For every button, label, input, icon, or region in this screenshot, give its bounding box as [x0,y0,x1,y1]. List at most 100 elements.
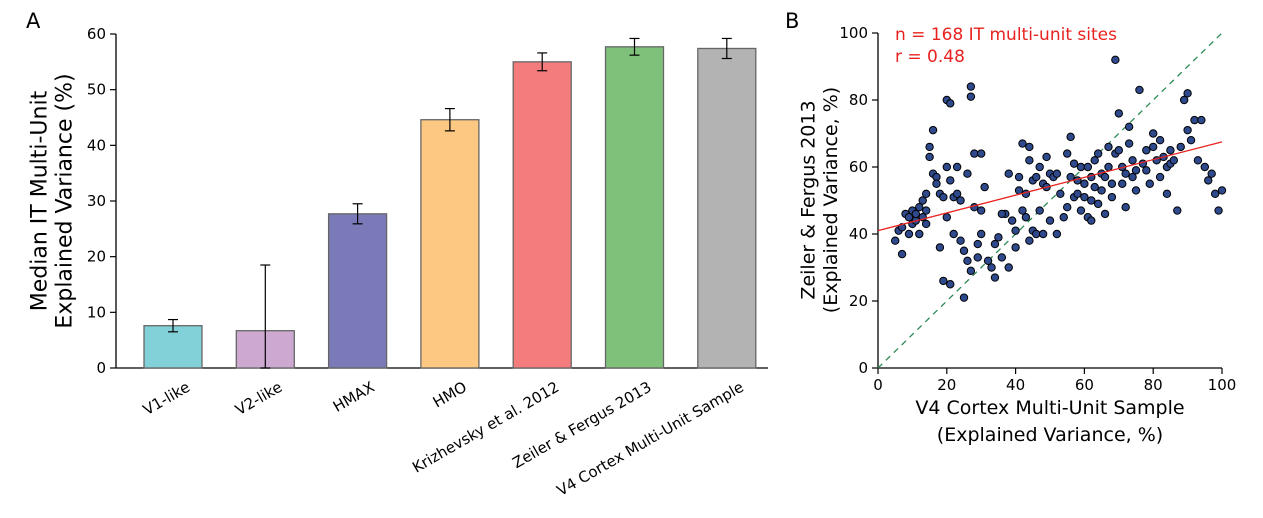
bar-chart-panel: 0 10 20 30 40 50 60 Median IT Multi-UnitExplain… [27,25,768,500]
scatter-point [1193,156,1203,165]
panel-label-b: B [785,9,799,33]
y-tick-label: 0 [858,359,868,377]
scatter-point [1186,136,1196,145]
scatter-point [1197,115,1206,125]
scatter-point [1066,132,1075,142]
scatter-point [897,249,907,259]
scatter-point [949,229,958,239]
bar [420,119,480,369]
scatter-point [1124,122,1134,132]
x-tick-label: HMAX [330,378,378,416]
y-tick-label: 20 [849,292,868,310]
scatter-point [904,213,914,222]
scatter-point [1104,162,1113,172]
scatter-point [1142,166,1151,175]
scatter-point [1004,263,1013,272]
scatter-point [966,92,976,101]
scatter-point [1080,192,1089,202]
scatter-point [1149,142,1158,152]
panel-label-a: A [26,9,41,33]
scatter-point [1056,189,1065,199]
scatter-point [1204,176,1213,185]
scatter-point [956,236,965,245]
x-tick-label: Krizhevsky et al. 2012 [409,378,562,477]
x-tick-label: 60 [1075,376,1094,394]
y-tick-label: 10 [87,303,106,321]
scatter-point [959,293,969,302]
scatter-point [911,209,921,219]
scatter-point [1155,172,1165,182]
scatter-point [946,280,955,289]
y-tick-label: 30 [87,192,106,210]
scatter-point [942,162,951,172]
scatter-point [939,192,948,202]
scatter-point [977,229,986,239]
scatter-point [925,152,934,162]
scatter-point [1063,149,1072,158]
scatter-point [942,213,951,222]
scatter-point [1021,213,1031,222]
y-tick-label: 40 [87,136,106,154]
scatter-point [1149,129,1158,138]
y-tick-label: 20 [87,248,106,266]
scatter-point [987,263,996,272]
scatter-plot-panel: 0 20 40 60 80 100 0 20 40 60 80 100 n = 168 IT multi… [797,24,1236,446]
scatter-point [1200,162,1210,172]
scatter-point [1121,203,1130,212]
scatter-point [921,206,931,215]
x-tick-label: 100 [1208,376,1237,394]
scatter-point [935,243,945,252]
scatter-point [980,182,989,192]
scatter-point [1183,89,1192,98]
scatter-point [946,176,955,185]
scatter-point [1080,179,1089,188]
scatter-point [1135,85,1144,95]
scatter-point [1107,192,1117,202]
x-tick-label: 80 [1144,376,1163,394]
scatter-point [1083,162,1093,172]
scatter-point [1169,156,1179,165]
scatter-point [1166,146,1175,155]
scatter-point [1100,172,1110,182]
scatter-point [1032,229,1041,239]
scatter-point [997,209,1007,219]
y-tick-label: 40 [849,225,868,243]
y-axis-label: Median IT Multi-UnitExplained Variance (… [27,73,77,328]
y-axis-label: Zeiler & Fergus 2013(Explained Variance,… [797,87,842,313]
scatter-point [1035,162,1044,172]
scatter-point [1214,206,1223,215]
scatter-point [1131,166,1141,175]
scatter-point [928,125,938,135]
scatter-point [1052,169,1062,178]
scatter-point [1025,142,1034,152]
scatter-point [1035,206,1044,215]
identity-line [877,32,1223,369]
scatter-point [1124,139,1134,148]
x-tick-label: 0 [873,376,883,394]
regression-line [877,141,1223,232]
bar [604,46,665,369]
y-tick-label: 60 [87,25,106,43]
scatter-point [1063,203,1072,212]
x-tick-label: V4 Cortex Multi-Unit Sample [554,378,747,500]
bar [697,47,757,369]
scatter-point [1076,206,1086,215]
x-axis-label: V4 Cortex Multi-Unit Sample (Explained Va… [915,397,1184,446]
scatter-point [966,266,976,276]
scatter-point [1207,169,1216,178]
scatter-point [1025,156,1034,165]
scatter-point [1004,169,1013,178]
annotation-n: n = 168 IT multi-unit sites [895,25,1117,45]
y-tick-label: 60 [849,158,868,176]
scatter-point [1176,142,1185,152]
scatter-point [946,99,955,108]
scatter-point [973,253,982,262]
scatter-point [1173,206,1182,215]
scatter-point [1097,186,1106,195]
scatter-point [977,149,986,158]
y-tick-label: 80 [849,91,868,109]
scatter-point [918,196,927,205]
scatter-point [1114,146,1124,155]
scatter-point [939,276,948,286]
